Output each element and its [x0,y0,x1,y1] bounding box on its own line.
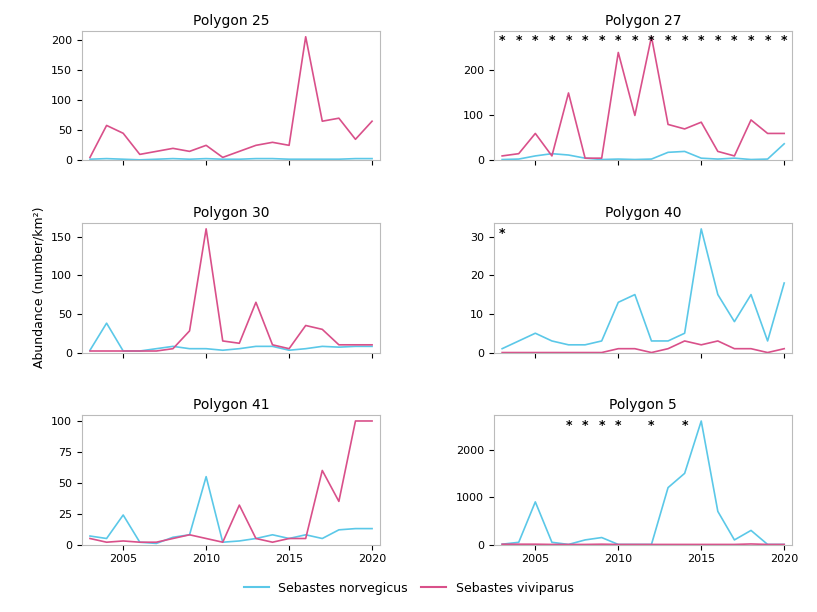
Text: *: * [598,34,605,48]
Text: *: * [499,34,506,48]
Text: *: * [681,34,688,48]
Text: *: * [582,34,588,48]
Legend: Sebastes norvegicus, Sebastes viviparus: Sebastes norvegicus, Sebastes viviparus [239,577,578,600]
Text: *: * [615,419,622,431]
Y-axis label: Abundance (number/km²): Abundance (number/km²) [33,207,46,368]
Text: *: * [615,34,622,48]
Text: *: * [665,34,672,48]
Title: Polygon 25: Polygon 25 [193,14,270,28]
Text: *: * [549,34,556,48]
Title: Polygon 41: Polygon 41 [193,398,270,412]
Text: *: * [648,34,654,48]
Text: *: * [598,419,605,431]
Text: *: * [715,34,721,48]
Text: *: * [565,34,572,48]
Text: *: * [565,419,572,431]
Text: *: * [516,34,522,48]
Text: *: * [731,34,738,48]
Text: *: * [698,34,704,48]
Text: *: * [648,419,654,431]
Title: Polygon 27: Polygon 27 [605,14,681,28]
Title: Polygon 40: Polygon 40 [605,206,681,220]
Title: Polygon 30: Polygon 30 [193,206,270,220]
Text: *: * [532,34,538,48]
Text: *: * [748,34,754,48]
Text: *: * [582,419,588,431]
Text: *: * [781,34,788,48]
Title: Polygon 5: Polygon 5 [609,398,677,412]
Text: *: * [632,34,638,48]
Text: *: * [681,419,688,431]
Text: *: * [499,226,506,240]
Text: *: * [765,34,771,48]
